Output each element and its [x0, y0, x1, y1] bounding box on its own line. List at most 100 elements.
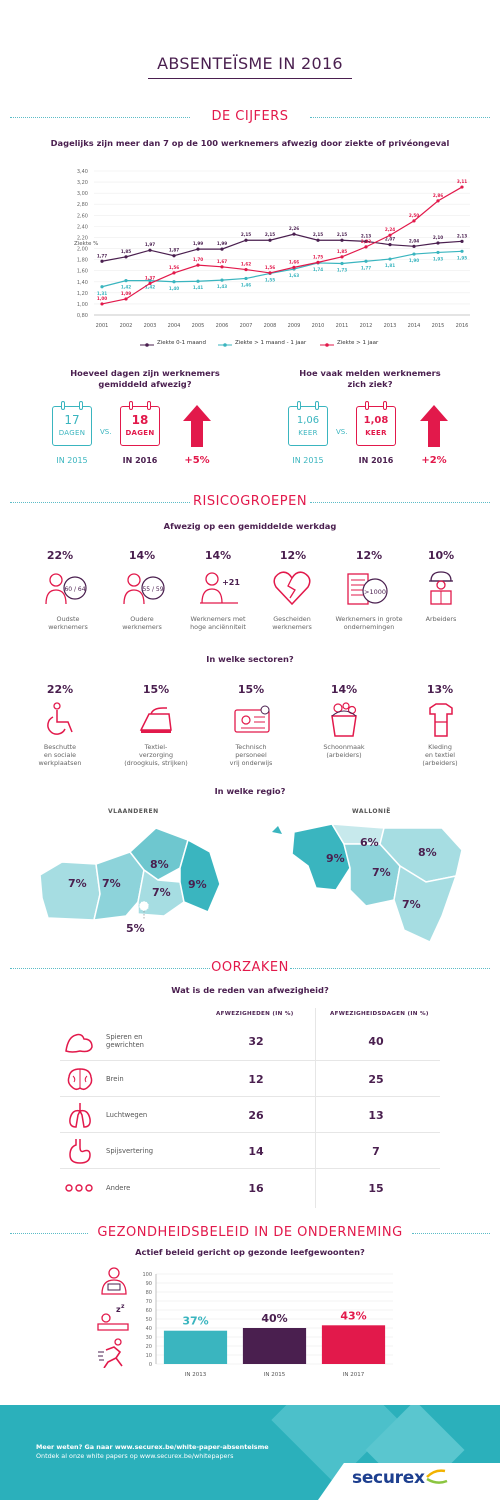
doctor-icon	[101, 1267, 127, 1295]
sector-pct: 14%	[330, 683, 358, 696]
map-value: 9%	[326, 852, 345, 865]
x-tick-label: 2012	[360, 323, 373, 329]
company-size-badge: >1000	[364, 588, 386, 596]
data-point	[364, 245, 368, 249]
data-label: 1,99	[193, 241, 203, 246]
data-point	[124, 255, 128, 259]
risk-pct: 12%	[279, 549, 307, 562]
section-divider	[412, 1233, 490, 1234]
data-point	[244, 238, 248, 242]
data-label: 1,85	[121, 249, 131, 254]
data-label: 1,09	[121, 291, 131, 296]
data-label: 1,85	[337, 249, 347, 254]
days-2016-unit: DAGEN	[125, 429, 155, 437]
map-value: 7%	[402, 898, 421, 911]
data-point	[460, 249, 464, 253]
y-tick-label: 20	[146, 1344, 152, 1350]
data-label: 1,00	[97, 296, 107, 301]
sector-label: Textiel-verzorging (droogkuis, strijken)	[124, 743, 188, 767]
days-2015-value: 17	[64, 413, 80, 427]
y-tick-label: 10	[146, 1353, 152, 1359]
series-line	[101, 233, 463, 262]
map-value: 7%	[372, 866, 391, 879]
data-label: 1,41	[193, 285, 203, 290]
y-tick-label: 90	[146, 1281, 152, 1287]
x-tick-label: 2010	[312, 323, 325, 329]
section-title-cijfers: DE CIJFERS	[211, 109, 289, 124]
calendar-icon-2016-times: 1,08 KEER	[356, 401, 396, 446]
data-point	[124, 297, 128, 301]
section-divider	[10, 1233, 88, 1234]
x-tick-label: 2009	[288, 323, 301, 329]
y-tick-label: 1,00	[77, 302, 88, 308]
clothing-icon	[429, 703, 453, 737]
footer-link-line2[interactable]: Ontdek al onze white papers op www.secur…	[36, 1452, 234, 1460]
cause-label: Brein	[106, 1075, 124, 1083]
table-row: Andere 16 15	[60, 1169, 440, 1207]
data-label: 1,77	[361, 265, 371, 270]
regio-subtitle: In welke regio?	[214, 786, 286, 796]
y-tick-label: 60	[146, 1308, 152, 1314]
vs-label: VS.	[336, 428, 348, 436]
risk-pct: 10%	[427, 549, 455, 562]
cause-days: 7	[372, 1145, 380, 1158]
section-divider	[10, 968, 210, 969]
days-2015-unit: DAGEN	[58, 429, 86, 437]
data-point	[100, 285, 104, 289]
page-title: ABSENTEÏSME IN 2016	[157, 54, 343, 73]
times-2016-unit: KEER	[365, 429, 387, 437]
series-line	[101, 186, 463, 305]
y-tick-label: 40	[146, 1326, 152, 1332]
data-point	[316, 238, 320, 242]
category-label: IN 2015	[264, 1372, 286, 1378]
svg-text:z: z	[121, 1303, 125, 1310]
section-divider	[10, 502, 190, 503]
map-value: 7%	[152, 886, 171, 899]
x-tick-label: 2008	[264, 323, 277, 329]
map-wallonie: 9% 6% 8% 7% 7%	[272, 823, 463, 943]
data-label: 2,24	[385, 227, 395, 232]
table-column-divider	[315, 1008, 316, 1208]
table-header-afwezigheidsdagen: AFWEZIGHEIDSDAGEN (IN %)	[330, 1011, 429, 1017]
data-label: 1,99	[217, 241, 227, 246]
data-label: 1,56	[265, 265, 275, 270]
more-dots-icon	[65, 1184, 93, 1192]
data-point	[220, 278, 224, 282]
data-label: 1,63	[289, 273, 299, 278]
data-point	[292, 232, 296, 236]
x-tick-label: 2007	[240, 323, 253, 329]
data-label: 2,07	[385, 237, 395, 242]
x-tick-label: 2001	[96, 323, 109, 329]
y-tick-label: 70	[146, 1299, 152, 1305]
cause-days: 40	[368, 1035, 384, 1048]
x-tick-label: 2011	[336, 323, 349, 329]
seniority-icon: +21	[200, 572, 240, 604]
footer-link-line1[interactable]: Meer weten? Ga naar www.securex.be/white…	[36, 1443, 269, 1451]
age-badge: 55 / 59	[142, 586, 163, 593]
table-row: Brein 12 25	[60, 1061, 440, 1097]
data-point	[220, 265, 224, 269]
data-point	[412, 244, 416, 248]
year-2016-label: IN 2016	[358, 456, 394, 465]
muscle-icon	[65, 1033, 93, 1053]
x-tick-label: 2014	[408, 323, 421, 329]
oldest-workers-icon: 60 / 64	[45, 573, 87, 605]
region-brussel	[138, 900, 150, 912]
y-tick-label: 0,80	[77, 313, 88, 319]
cause-label: Spieren en gewrichten	[106, 1033, 144, 1050]
data-label: 1,37	[145, 275, 155, 280]
stomach-icon	[69, 1139, 91, 1164]
data-point	[244, 267, 248, 272]
table-row: Luchtwegen 26 13	[60, 1097, 440, 1133]
x-tick-label: 2005	[192, 323, 205, 329]
lungs-icon	[69, 1103, 91, 1128]
data-label: 2,86	[433, 193, 443, 198]
map-value: 8%	[150, 858, 169, 871]
vlaanderen-label: VLAANDEREN	[108, 808, 159, 815]
data-point	[148, 248, 152, 252]
days-change: +5%	[184, 455, 210, 466]
section-divider	[10, 117, 190, 118]
y-tick-label: 1,40	[77, 280, 88, 286]
data-point	[220, 247, 224, 251]
y-tick-label: 2,20	[77, 235, 88, 241]
